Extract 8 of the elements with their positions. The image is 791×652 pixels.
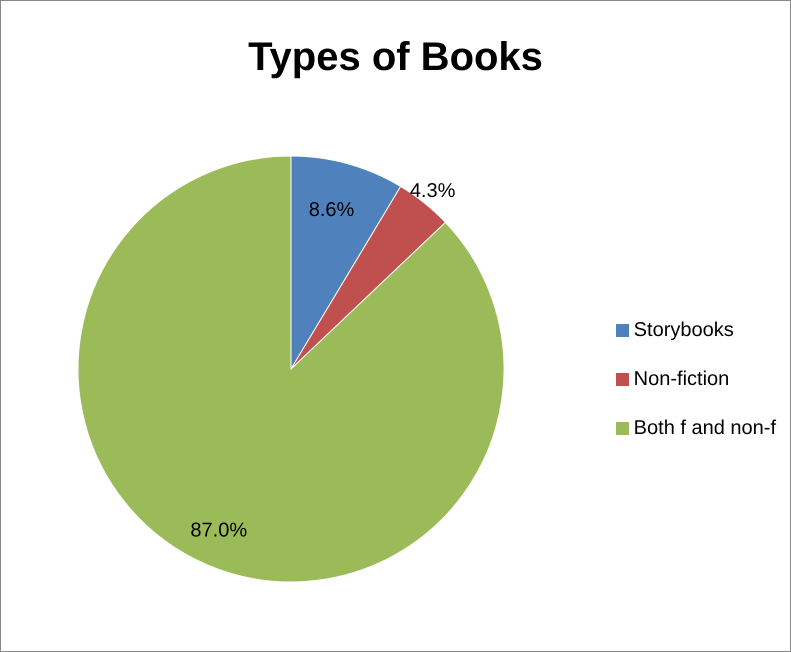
- pie-slice: [78, 156, 504, 582]
- legend-label: Both f and non-f: [634, 416, 776, 441]
- data-label: 8.6%: [308, 198, 355, 221]
- legend-label: Non-fiction: [634, 367, 730, 392]
- legend-label: Storybooks: [634, 318, 734, 343]
- data-label: 4.3%: [410, 180, 456, 202]
- chart-title: Types of Books: [247, 35, 544, 80]
- data-label: 87.0%: [190, 520, 248, 542]
